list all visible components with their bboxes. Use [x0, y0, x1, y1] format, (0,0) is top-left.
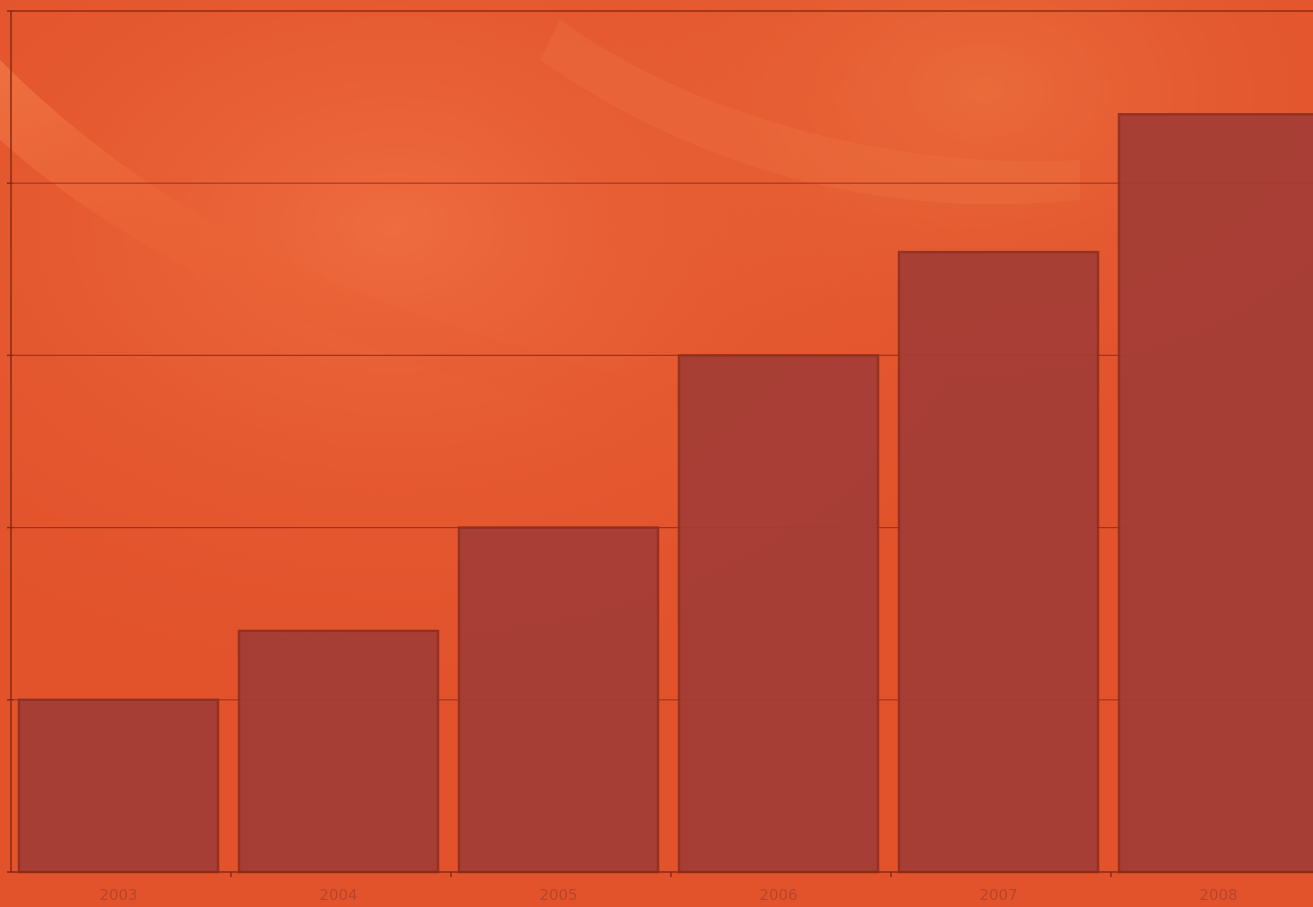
bar-2004	[237, 629, 440, 874]
x-tick-labels: 2003 2004 2005 2006 2007 2008	[99, 886, 1237, 904]
x-tick-label-2005: 2005	[539, 886, 577, 904]
bars	[17, 113, 1313, 874]
gridlines	[11, 10, 1313, 701]
axes	[7, 10, 1313, 877]
x-tick-label-2003: 2003	[99, 886, 137, 904]
x-tick-label-2008: 2008	[1199, 886, 1237, 904]
x-tick-label-2006: 2006	[759, 886, 797, 904]
bar-2008	[1117, 113, 1313, 874]
x-tick-label-2004: 2004	[319, 886, 357, 904]
bar-2003	[17, 698, 220, 874]
bar-2005	[457, 526, 660, 874]
bar-2006	[677, 354, 880, 874]
bar-2007	[897, 250, 1100, 874]
x-tick-label-2007: 2007	[979, 886, 1017, 904]
